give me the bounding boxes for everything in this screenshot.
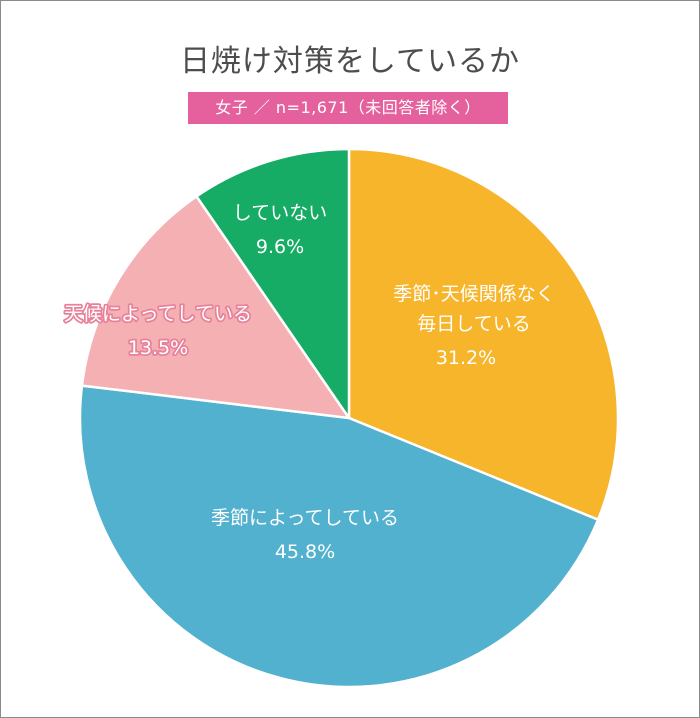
slice-value-by-season: 45.8% — [275, 541, 335, 563]
pie-slice-by-season — [78, 384, 600, 689]
slice-value-every-day: 31.2% — [436, 347, 496, 369]
pie-slice-by-weather — [80, 195, 351, 420]
pie-slice-not-doing — [195, 147, 351, 420]
slice-label-not-doing-0: していない — [233, 202, 327, 224]
slice-label-every-day-1: 毎日している — [417, 313, 530, 335]
slice-label-by-weather-0: 天候によってしている — [64, 303, 252, 325]
pie-slices — [78, 147, 620, 689]
slice-value-by-weather: 13.5% — [128, 337, 188, 359]
sample-size-badge: 女子 ／ n=1,671（未回答者除く） — [188, 92, 508, 124]
slice-label-by-season-0: 季節によってしている — [211, 507, 399, 529]
slice-value-not-doing: 9.6% — [256, 236, 304, 258]
chart-title: 日焼け対策をしているか — [179, 44, 521, 79]
pie-slice-every-day — [347, 147, 620, 521]
slice-label-every-day-0: 季節･天候関係なく — [393, 283, 555, 305]
